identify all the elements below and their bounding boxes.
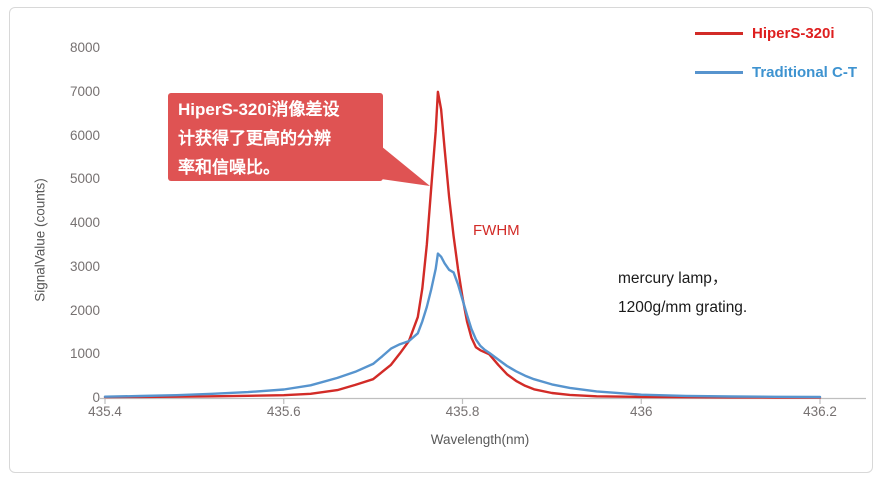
y-axis-title: SignalValue (counts) <box>32 178 48 302</box>
callout-pointer-icon <box>381 146 430 186</box>
fwhm-annotation: FWHM <box>473 222 520 239</box>
red-line-swatch-icon <box>695 31 743 35</box>
series-line-traditional <box>103 252 822 399</box>
legend-item-traditional: Traditional C-T <box>695 61 857 83</box>
x-axis-title: Wavelength(nm) <box>430 432 530 447</box>
legend-item-hipers: HiperS-320i <box>695 22 857 44</box>
callout-text-line: HiperS-320i消像差设 <box>178 100 340 119</box>
note-line-1: mercury lamp， <box>618 270 728 287</box>
y-tick-label: 2000 <box>69 302 100 318</box>
x-tick-label: 435.8 <box>445 404 480 419</box>
y-tick-label: 1000 <box>69 346 100 362</box>
y-tick-label: 5000 <box>69 171 100 187</box>
x-tick-label: 436 <box>629 404 653 419</box>
y-tick-label: 6000 <box>69 127 100 143</box>
legend: HiperS-320i Traditional C-T <box>695 22 857 100</box>
legend-label-hipers: HiperS-320i <box>752 24 835 42</box>
x-tick-label: 436.2 <box>803 404 837 419</box>
series-line-hipers <box>103 90 822 399</box>
y-tick-label: 0 <box>92 390 100 405</box>
y-tick-label: 8000 <box>69 40 100 55</box>
callout-text-line: 率和信噪比。 <box>178 158 280 177</box>
lamp-grating-note: mercury lamp， 1200g/mm grating. <box>618 264 747 322</box>
x-tick-label: 435.6 <box>266 404 301 419</box>
note-line-2: 1200g/mm grating. <box>618 299 748 316</box>
callout-annotation: HiperS-320i消像差设 计获得了更高的分辨 率和信噪比。 <box>168 93 383 181</box>
callout-text-line: 计获得了更高的分辨 <box>178 129 331 148</box>
y-tick-label: 4000 <box>69 215 100 230</box>
x-tick-label: 435.4 <box>88 404 122 419</box>
blue-line-swatch-icon <box>695 70 743 74</box>
legend-label-traditional: Traditional C-T <box>752 63 857 81</box>
y-tick-label: 7000 <box>69 83 100 99</box>
y-tick-label: 3000 <box>69 258 100 274</box>
